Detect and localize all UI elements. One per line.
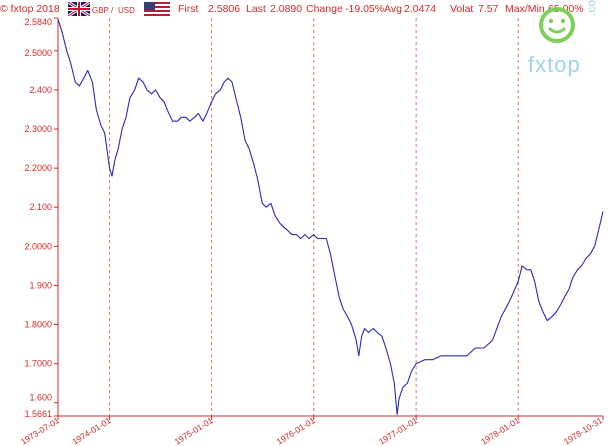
x-tick-label: 1978-10-31 — [562, 415, 604, 446]
watermark-suffix: .com — [584, 0, 598, 16]
y-tick-label: 2.400 — [29, 85, 52, 95]
x-tick-labels: 1973-07-01 1974-01-01 1975-01-01 1976-01-01… — [19, 415, 604, 446]
volat-label: Volat — [450, 3, 474, 15]
y-tick-label: 1.5661 — [24, 409, 52, 419]
last-label: Last — [246, 3, 266, 15]
volat-value: 7.57 — [478, 3, 499, 15]
pair-separator: / — [111, 6, 114, 15]
x-tick-label: 1978-01-01 — [479, 415, 521, 446]
avg-value: 2.0474 — [404, 3, 437, 15]
y-tick-label: 1.7000 — [24, 359, 52, 369]
avg-label: Avg — [384, 3, 402, 15]
x-tick-label: 1975-01-01 — [172, 415, 214, 446]
copyright-text: © fxtop 2018 — [0, 3, 60, 15]
pair-base: GBP — [92, 6, 109, 15]
maxmin-value: 65.00% — [548, 3, 584, 15]
chart-header: © fxtop 2018 GBP / USD First 2.5806 Last… — [0, 0, 609, 18]
y-tick-label: 1.600 — [29, 393, 52, 403]
smiley-face-icon — [539, 7, 575, 43]
watermark-logo: fxtop — [528, 52, 581, 77]
x-tick-label: 1973-07-01 — [19, 415, 61, 446]
last-value: 2.0890 — [270, 3, 303, 15]
change-label: Change — [306, 3, 343, 15]
pair-quote: USD — [118, 6, 135, 15]
maxmin-label: Max/Min — [505, 3, 545, 15]
y-tick-label: 2.2000 — [24, 163, 52, 173]
us-flag-icon — [144, 2, 170, 16]
y-tick-label: 1.8000 — [24, 320, 52, 330]
grid-layer — [109, 18, 519, 416]
y-tick-label: 2.5000 — [24, 48, 52, 58]
y-tick-label: 2.5840 — [24, 17, 52, 27]
y-tick-labels: 1.5661 1.600 1.7000 1.8000 1.900 2.0000 2.100 2… — [24, 17, 58, 419]
x-tick-label: 1977-01-01 — [377, 415, 419, 446]
y-tick-label: 2.3000 — [24, 124, 52, 134]
first-value: 2.5806 — [208, 3, 241, 15]
axis-layer — [57, 18, 603, 417]
change-value: -19.05% — [345, 3, 385, 15]
uk-flag-icon — [68, 2, 90, 16]
first-label: First — [178, 3, 199, 15]
y-tick-label: 1.900 — [29, 280, 52, 290]
x-tick-label: 1976-01-01 — [275, 415, 317, 446]
series-line — [57, 19, 604, 416]
x-tick-label: 1974-01-01 — [70, 415, 112, 446]
y-tick-label: 2.100 — [29, 202, 52, 212]
y-tick-label: 2.0000 — [24, 241, 52, 251]
